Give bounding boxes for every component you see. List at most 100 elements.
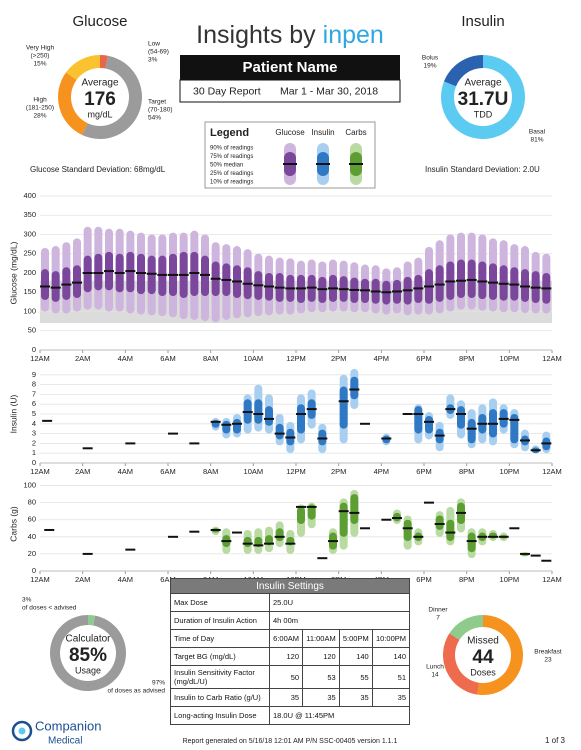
x-tick-label: 6AM <box>160 575 175 584</box>
donut-center-text: Average <box>464 78 502 89</box>
brand-text: Insights by <box>196 21 316 49</box>
y-axis-label: Insulin (U) <box>8 394 18 433</box>
x-tick-label: 2PM <box>331 467 346 476</box>
inner-range <box>254 399 263 424</box>
cell: 35 <box>338 688 373 707</box>
row-label: Insulin Sensitivity Factor (mg/dL/U) <box>170 665 270 689</box>
row-label: Insulin to Carb Ratio (g/U) <box>170 688 270 707</box>
donut-segment <box>88 615 96 626</box>
donut-segment <box>441 55 526 139</box>
segment-label: Breakfast <box>534 649 562 656</box>
donut-center-text: Usage <box>75 665 101 675</box>
inner-range <box>147 255 156 295</box>
inner-range <box>403 519 412 542</box>
legend-row: 10% of readings <box>210 180 253 186</box>
cell: 50 <box>268 665 304 689</box>
x-tick-label: 6AM <box>160 467 175 476</box>
cell: 6:00AM <box>268 629 304 648</box>
row-label: Max Dose <box>170 593 270 612</box>
segment-label: 54% <box>148 115 161 122</box>
inner-range <box>275 423 284 440</box>
table-row: Max Dose 25.0U <box>170 593 410 612</box>
x-tick-label: 8PM <box>459 354 474 363</box>
x-tick-label: 12PM <box>286 354 306 363</box>
row-label: Target BG (mg/dL) <box>170 647 270 666</box>
inner-range <box>307 504 316 520</box>
donut-center-text: 44 <box>472 647 494 668</box>
y-tick-label: 4 <box>32 419 36 428</box>
x-tick-label: 6PM <box>416 575 431 584</box>
y-tick-label: 6 <box>32 399 36 408</box>
x-tick-label: 2PM <box>331 354 346 363</box>
y-tick-label: 7 <box>32 389 36 398</box>
segment-label: High <box>33 97 47 104</box>
segment-label: 3% <box>22 597 32 604</box>
cell: 35 <box>268 688 304 707</box>
inner-range <box>297 404 305 434</box>
y-tick-label: 0 <box>32 566 36 575</box>
cell: 140 <box>338 647 373 666</box>
table-row: Long-acting Insulin Dose 18.0U @ 11:45PM <box>170 706 410 725</box>
x-tick-label: 6AM <box>160 354 175 363</box>
x-tick-label: 4AM <box>118 575 133 584</box>
inner-range <box>243 536 252 548</box>
company-name: Companion <box>35 718 102 733</box>
y-tick-label: 40 <box>28 532 36 541</box>
y-tick-label: 0 <box>32 458 36 467</box>
x-tick-label: 2AM <box>75 575 90 584</box>
x-tick-label: 12AM <box>30 575 50 584</box>
cell: 5:00PM <box>338 629 373 648</box>
y-tick-label: 80 <box>28 498 36 507</box>
cell: 18.0U @ 11:45PM <box>269 706 410 725</box>
donut-segment <box>449 615 483 640</box>
segment-label: 19% <box>423 63 436 70</box>
segment-label: Target <box>148 99 166 106</box>
company-logo-dot <box>18 727 26 735</box>
x-tick-label: 8AM <box>203 467 218 476</box>
legend-title: Legend <box>210 127 249 139</box>
segment-label: Lunch <box>426 664 444 671</box>
x-tick-label: 10PM <box>500 354 520 363</box>
segment-label: of doses < advised <box>22 605 77 612</box>
x-tick-label: 12AM <box>542 467 562 476</box>
donut-title: Glucose <box>72 13 127 30</box>
donut-center-text: 85% <box>69 645 107 666</box>
y-axis-label: Glucose (mg/dL) <box>8 241 18 304</box>
donut-segment <box>57 72 88 136</box>
segment-label: Dinner <box>428 607 448 614</box>
legend-column: Carbs <box>345 128 366 137</box>
cell: 120 <box>302 647 340 666</box>
x-tick-label: 8PM <box>459 467 474 476</box>
segment-label: 28% <box>33 113 46 120</box>
x-tick-label: 4PM <box>374 467 389 476</box>
inner-range <box>233 418 241 434</box>
segment-label: Very High <box>26 45 55 52</box>
cell: 140 <box>371 647 411 666</box>
page-number: 1 of 3 <box>545 736 566 745</box>
y-axis-label: Carbs (g) <box>8 506 18 542</box>
y-tick-label: 200 <box>23 268 36 277</box>
inner-range <box>435 515 444 530</box>
brand-title: Insights by inpen <box>196 21 384 49</box>
donut-center-text: Missed <box>467 636 499 647</box>
table-row: Duration of Insulin Action 4h 00m <box>170 611 410 630</box>
y-tick-label: 3 <box>32 429 36 438</box>
donut-segment <box>66 55 100 80</box>
x-tick-label: 4AM <box>118 354 133 363</box>
y-tick-label: 250 <box>23 249 36 258</box>
x-tick-label: 10PM <box>500 575 520 584</box>
cell: 51 <box>371 665 411 689</box>
report-dates: Mar 1 - Mar 30, 2018 <box>280 85 378 97</box>
segment-label: 7 <box>436 615 440 622</box>
inner-range <box>467 418 476 444</box>
donut-center-text: mg/dL <box>87 109 112 119</box>
company-name-2: Medical <box>48 736 82 747</box>
inner-range <box>51 271 60 302</box>
patient-box <box>180 55 400 80</box>
x-tick-label: 4AM <box>118 467 133 476</box>
legend-column: Glucose <box>275 128 305 137</box>
y-tick-label: 2 <box>32 438 36 447</box>
row-label: Duration of Insulin Action <box>170 611 270 630</box>
settings-table: Insulin Settings Max Dose 25.0U Duration of… <box>170 578 411 725</box>
